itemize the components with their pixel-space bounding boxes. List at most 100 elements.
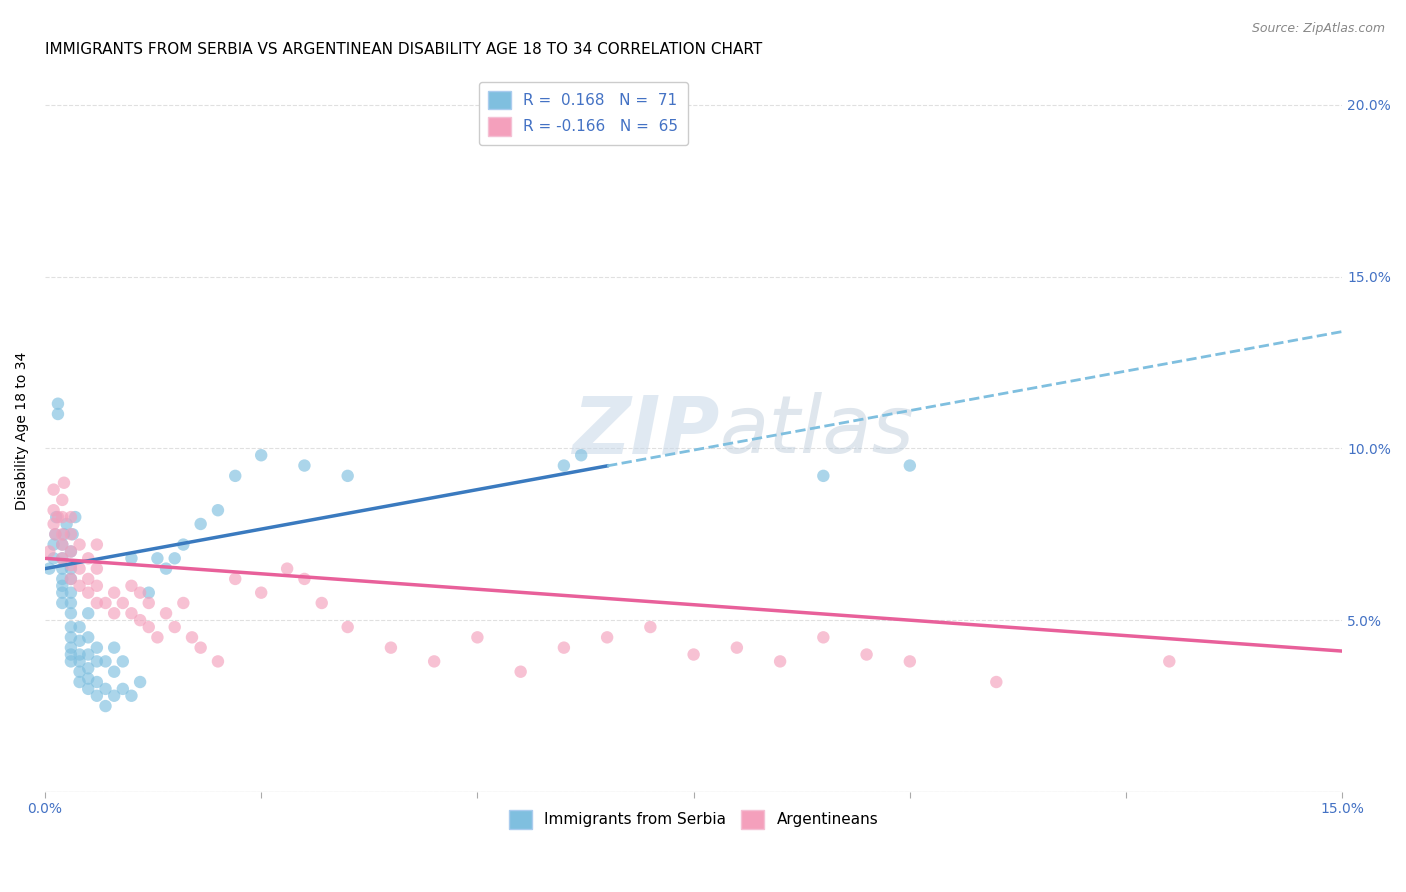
Point [51, 510, 73, 524]
Legend: Immigrants from Serbia, Argentineans: Immigrants from Serbia, Argentineans [503, 804, 884, 835]
Point [294, 572, 316, 586]
Point [94, 654, 117, 668]
Text: IMMIGRANTS FROM SERBIA VS ARGENTINEAN DISABILITY AGE 18 TO 34 CORRELATION CHART: IMMIGRANTS FROM SERBIA VS ARGENTINEAN DI… [45, 42, 762, 57]
Point [163, 551, 186, 566]
Point [42, 483, 65, 497]
Point [86, 561, 108, 575]
Point [986, 675, 1008, 690]
Point [190, 516, 212, 531]
Point [77, 672, 100, 686]
Point [51, 585, 73, 599]
Point [86, 675, 108, 690]
Point [59, 544, 82, 558]
Point [69, 654, 91, 668]
Text: atlas: atlas [720, 392, 914, 470]
Point [69, 633, 91, 648]
Text: Source: ZipAtlas.com: Source: ZipAtlas.com [1251, 22, 1385, 36]
Point [53, 475, 76, 490]
Point [59, 654, 82, 668]
Point [59, 544, 82, 558]
Point [46, 510, 69, 524]
Point [898, 654, 921, 668]
Point [380, 640, 402, 655]
Point [44, 527, 66, 541]
Point [163, 620, 186, 634]
Point [77, 551, 100, 566]
Point [53, 527, 76, 541]
Point [51, 538, 73, 552]
Point [69, 648, 91, 662]
Point [51, 551, 73, 566]
Point [207, 654, 229, 668]
Point [38, 561, 60, 575]
Point [129, 613, 152, 627]
Point [51, 561, 73, 575]
Point [103, 640, 125, 655]
Point [311, 596, 333, 610]
Point [86, 596, 108, 610]
Point [855, 648, 877, 662]
Point [138, 620, 160, 634]
Point [190, 640, 212, 655]
Point [103, 585, 125, 599]
Point [59, 620, 82, 634]
Point [86, 538, 108, 552]
Point [59, 527, 82, 541]
Point [69, 579, 91, 593]
Point [42, 538, 65, 552]
Point [138, 585, 160, 599]
Point [94, 596, 117, 610]
Point [224, 572, 246, 586]
Point [1159, 654, 1181, 668]
Point [813, 631, 835, 645]
Point [103, 665, 125, 679]
Point [46, 407, 69, 421]
Point [207, 503, 229, 517]
Point [45, 510, 67, 524]
Point [138, 596, 160, 610]
Point [46, 397, 69, 411]
Point [51, 538, 73, 552]
Point [276, 561, 298, 575]
Point [51, 579, 73, 593]
Point [294, 458, 316, 473]
Point [336, 468, 359, 483]
Point [59, 510, 82, 524]
Point [103, 607, 125, 621]
Point [146, 551, 169, 566]
Point [59, 648, 82, 662]
Point [51, 572, 73, 586]
Point [69, 538, 91, 552]
Point [94, 681, 117, 696]
Point [86, 579, 108, 593]
Point [181, 631, 204, 645]
Point [77, 648, 100, 662]
Point [120, 551, 142, 566]
Point [59, 585, 82, 599]
Point [120, 607, 142, 621]
Point [682, 648, 704, 662]
Point [51, 551, 73, 566]
Point [51, 527, 73, 541]
Point [42, 516, 65, 531]
Point [111, 681, 134, 696]
Point [111, 596, 134, 610]
Y-axis label: Disability Age 18 to 34: Disability Age 18 to 34 [15, 352, 30, 510]
Point [59, 607, 82, 621]
Point [129, 585, 152, 599]
Point [172, 596, 194, 610]
Point [69, 620, 91, 634]
Point [172, 538, 194, 552]
Point [423, 654, 446, 668]
Point [725, 640, 748, 655]
Point [224, 468, 246, 483]
Point [336, 620, 359, 634]
Point [38, 544, 60, 558]
Point [898, 458, 921, 473]
Point [51, 596, 73, 610]
Point [129, 675, 152, 690]
Point [86, 654, 108, 668]
Point [769, 654, 792, 668]
Text: ZIP: ZIP [572, 392, 720, 470]
Point [813, 468, 835, 483]
